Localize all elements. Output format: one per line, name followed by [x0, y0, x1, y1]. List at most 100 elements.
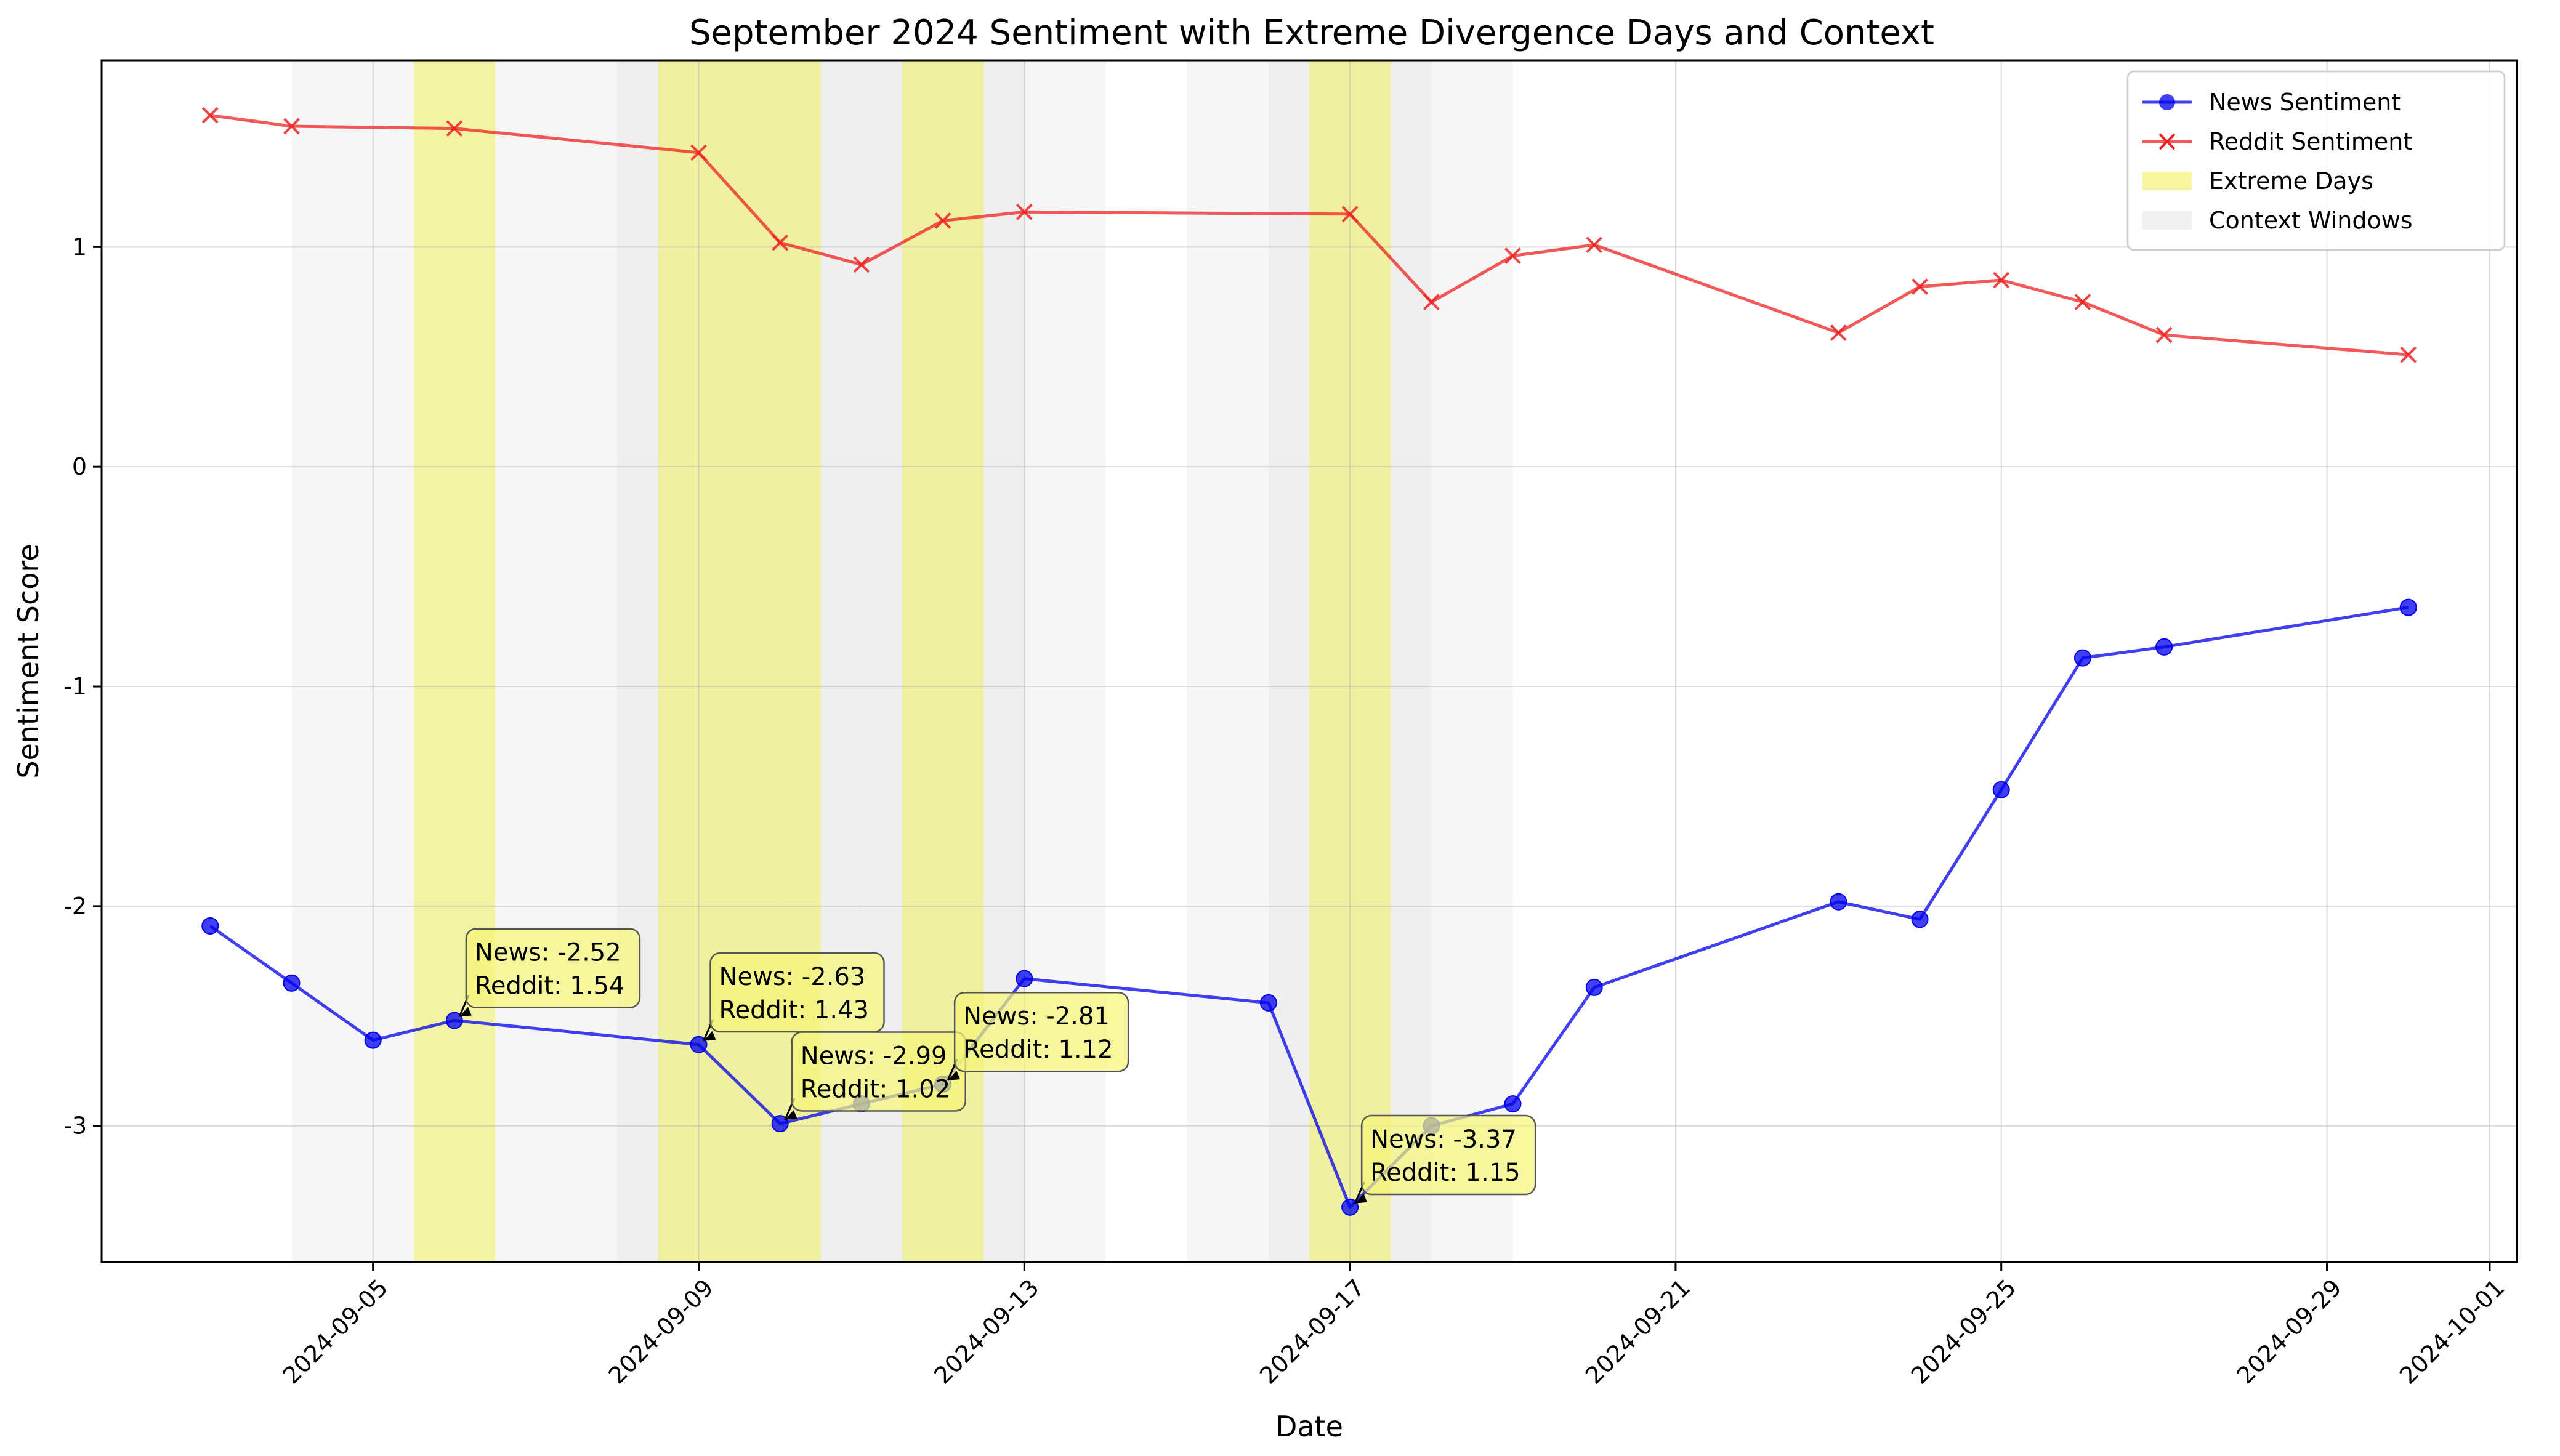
legend-label: Reddit Sentiment — [2209, 128, 2412, 155]
legend: News Sentiment Reddit Sentiment Extreme Da… — [2126, 70, 2506, 251]
extreme-day-band — [1309, 60, 1391, 1262]
reddit-sentiment-point — [1830, 324, 1847, 341]
news-sentiment-point — [1830, 893, 1847, 911]
news-sentiment-point — [1504, 1095, 1522, 1113]
annotation-arrowhead — [703, 1031, 716, 1041]
annotation-news-label: News: -2.52 — [475, 939, 621, 967]
x-marker-stroke — [1830, 324, 1847, 341]
x-marker-stroke — [446, 120, 463, 137]
x-marker-stroke — [772, 234, 789, 251]
annotation-reddit-label: Reddit: 1.43 — [719, 996, 869, 1024]
news-sentiment-point — [771, 1115, 789, 1133]
legend-box — [2126, 70, 2506, 251]
annotation-reddit-label: Reddit: 1.12 — [963, 1036, 1113, 1064]
annotation-5: News: -3.37 Reddit: 1.15 — [1354, 1114, 1536, 1204]
legend-news-marker — [2159, 94, 2175, 110]
reddit-sentiment-point — [201, 107, 219, 124]
reddit-sentiment-point — [1586, 236, 1603, 254]
reddit-sentiment-point — [772, 234, 789, 251]
legend-entry-2: Reddit Sentiment — [2142, 128, 2412, 155]
reddit-sentiment-point — [2074, 294, 2091, 310]
y-tick-label: -1 — [63, 673, 87, 700]
legend-label: News Sentiment — [2209, 89, 2401, 116]
legend-entry-3: Extreme Days — [2142, 167, 2373, 195]
reddit-sentiment-point — [1504, 247, 1521, 265]
reddit-sentiment-point — [2400, 346, 2417, 363]
legend-entry-1: News Sentiment — [2142, 89, 2401, 116]
y-axis-label: Sentiment Score — [12, 544, 45, 778]
reddit-sentiment-line — [209, 113, 2409, 356]
annotation-news-label: News: -2.81 — [963, 1002, 1110, 1031]
news-sentiment-point — [2073, 649, 2091, 667]
reddit-sentiment-point — [2155, 326, 2173, 344]
annotation-box — [953, 991, 1129, 1072]
annotation-3: News: -2.99 Reddit: 1.02 — [784, 1031, 966, 1120]
reddit-sentiment-point — [690, 144, 707, 161]
legend-context-swatch — [2142, 211, 2192, 230]
annotation-arrowhead — [1355, 1193, 1368, 1204]
chart-title: September 2024 Sentiment with Extreme Di… — [689, 13, 1934, 53]
y-tick-label: 1 — [72, 233, 87, 260]
legend-extreme-swatch — [2142, 172, 2192, 190]
annotation-reddit-label: Reddit: 1.15 — [1370, 1159, 1520, 1187]
annotation-box — [465, 928, 641, 1008]
extreme-day-band — [413, 60, 495, 1262]
reddit-sentiment-point — [283, 118, 300, 135]
x-marker-stroke — [1586, 236, 1603, 254]
news-sentiment-point — [2155, 638, 2173, 656]
reddit-sentiment-point — [1993, 271, 2010, 289]
annotation-1: News: -2.52 Reddit: 1.54 — [458, 928, 641, 1018]
annotation-news-label: News: -2.99 — [801, 1042, 947, 1070]
x-marker-stroke — [1341, 206, 1359, 223]
y-tick-label: -2 — [63, 893, 87, 920]
news-sentiment-point — [201, 917, 219, 935]
news-sentiment-point — [1341, 1198, 1359, 1216]
annotation-reddit-label: Reddit: 1.02 — [801, 1075, 950, 1103]
annotation-arrowhead — [459, 1007, 472, 1017]
legend-reddit-marker — [2158, 133, 2176, 150]
news-sentiment-point — [690, 1036, 708, 1053]
y-tick-label: -3 — [63, 1112, 87, 1140]
annotation-layer: News: -2.52 Reddit: 1.54 News: -2.63 Reddit… — [458, 928, 1536, 1204]
news-sentiment-point — [1016, 970, 1033, 987]
annotation-reddit-label: Reddit: 1.54 — [475, 972, 624, 1000]
x-axis-label: Date — [1275, 1410, 1343, 1443]
reddit-sentiment-point — [446, 120, 463, 137]
x-marker-stroke — [2074, 294, 2091, 310]
legend-entry-4: Context Windows — [2142, 207, 2413, 234]
annotation-box — [1360, 1114, 1536, 1196]
reddit-sentiment-point — [1423, 294, 1440, 310]
reddit-sentiment-point — [1016, 203, 1033, 220]
annotation-box — [709, 952, 885, 1033]
news-sentiment-point — [445, 1012, 463, 1029]
news-sentiment-point — [1911, 911, 1929, 928]
x-marker-stroke — [1504, 247, 1521, 265]
reddit-sentiment-point — [1912, 278, 1928, 295]
annotation-4: News: -2.81 Reddit: 1.12 — [947, 991, 1129, 1081]
legend-label: Context Windows — [2209, 207, 2413, 234]
x-marker-stroke — [201, 107, 219, 124]
news-sentiment-line — [209, 606, 2409, 1209]
news-sentiment-point — [364, 1031, 382, 1049]
plot-frame — [100, 59, 2518, 1263]
x-marker-stroke — [1912, 278, 1928, 295]
legend-label: Extreme Days — [2209, 167, 2373, 195]
news-sentiment-point — [1585, 978, 1603, 996]
news-sentiment-point — [283, 974, 301, 992]
x-marker-stroke — [2155, 326, 2173, 344]
reddit-sentiment-point — [853, 256, 870, 273]
annotation-arrowhead — [785, 1110, 797, 1120]
x-marker-stroke — [1016, 203, 1033, 220]
x-marker-stroke — [1423, 294, 1440, 310]
x-marker-stroke — [934, 212, 951, 229]
x-marker-stroke — [2400, 346, 2417, 363]
x-marker-stroke — [853, 256, 870, 273]
annotation-news-label: News: -3.37 — [1370, 1125, 1517, 1154]
extreme-day-band — [658, 60, 740, 1262]
news-sentiment-point — [1259, 994, 1277, 1012]
y-tick-label: 0 — [72, 453, 87, 480]
x-marker-stroke — [1993, 271, 2010, 289]
grid-layer — [102, 60, 2517, 1262]
annotation-news-label: News: -2.63 — [719, 963, 866, 991]
